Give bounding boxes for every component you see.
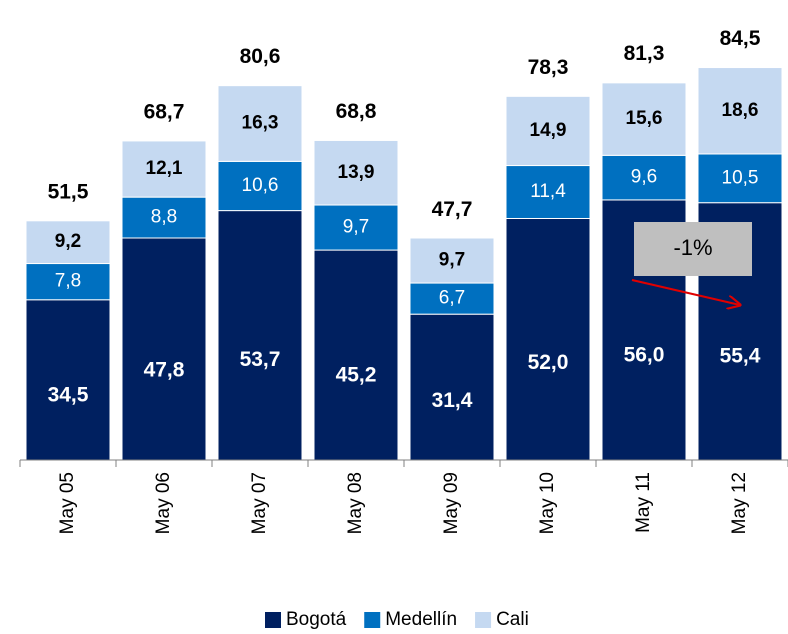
value-label: 47,8 bbox=[144, 359, 185, 382]
annotation-arrow bbox=[631, 279, 740, 305]
value-label: 13,9 bbox=[338, 162, 375, 183]
value-label: 55,4 bbox=[720, 345, 761, 368]
value-label: 9,7 bbox=[439, 250, 465, 271]
x-tick-label: May 07 bbox=[249, 472, 270, 534]
value-label: 34,5 bbox=[48, 383, 89, 406]
bar-segment bbox=[409, 282, 495, 315]
bar-segment bbox=[601, 82, 687, 156]
x-tick-label: May 06 bbox=[153, 472, 174, 534]
total-label: 81,3 bbox=[624, 42, 665, 65]
value-label: 18,6 bbox=[722, 100, 759, 121]
value-label: 10,6 bbox=[242, 175, 279, 196]
bar-segment bbox=[409, 237, 495, 284]
value-label: 7,8 bbox=[55, 271, 81, 292]
total-label: 51,5 bbox=[48, 180, 89, 203]
bar-segment bbox=[697, 153, 783, 204]
total-label: 78,3 bbox=[528, 56, 569, 79]
value-label: 11,4 bbox=[530, 181, 566, 202]
total-label: 68,8 bbox=[336, 100, 377, 123]
value-label: 9,6 bbox=[631, 167, 657, 188]
bar-segment bbox=[697, 67, 783, 155]
bar-segment bbox=[25, 220, 111, 265]
bar-segment bbox=[25, 299, 111, 461]
value-label: 9,2 bbox=[55, 231, 81, 252]
bar-segment bbox=[313, 139, 399, 206]
value-label: 45,2 bbox=[336, 364, 377, 387]
value-label: 6,7 bbox=[439, 288, 465, 309]
annotation-box bbox=[634, 222, 752, 276]
bar-segment bbox=[313, 249, 399, 461]
x-tick-label: May 11 bbox=[633, 472, 654, 533]
value-label: 16,3 bbox=[242, 113, 279, 134]
legend-label: Cali bbox=[496, 609, 529, 630]
bar-segment bbox=[505, 165, 591, 219]
bar-segment bbox=[25, 263, 111, 301]
value-label: 14,9 bbox=[530, 120, 567, 141]
value-label: 10,5 bbox=[722, 167, 759, 188]
bar-segment bbox=[409, 313, 495, 461]
total-label: 47,7 bbox=[432, 198, 473, 221]
x-tick-label: May 09 bbox=[441, 472, 462, 534]
bar-segment bbox=[313, 204, 399, 251]
bar-segment bbox=[217, 160, 303, 212]
total-label: 80,6 bbox=[240, 45, 281, 68]
value-label: 8,8 bbox=[151, 207, 177, 228]
legend-swatch bbox=[265, 612, 281, 628]
value-label: 12,1 bbox=[146, 158, 183, 179]
bar-segment bbox=[505, 217, 591, 461]
value-label: 31,4 bbox=[432, 389, 473, 412]
value-label: 52,0 bbox=[528, 351, 569, 374]
x-tick-label: May 05 bbox=[57, 472, 78, 534]
value-label: 9,7 bbox=[343, 217, 369, 238]
annotation: -1% bbox=[673, 235, 712, 260]
bar-segment bbox=[217, 85, 303, 162]
value-label: 53,7 bbox=[240, 348, 281, 371]
legend-label: Medellín bbox=[385, 609, 457, 630]
bar-segment bbox=[121, 140, 207, 198]
legend-swatch bbox=[475, 612, 492, 628]
legend-swatch bbox=[364, 612, 381, 628]
x-tick-label: May 10 bbox=[537, 472, 558, 534]
bar-segment bbox=[121, 237, 207, 461]
value-label: 56,0 bbox=[624, 344, 665, 367]
value-label: 15,6 bbox=[626, 108, 663, 129]
total-label: 68,7 bbox=[144, 100, 185, 123]
x-tick-label: May 08 bbox=[345, 472, 366, 534]
x-tick-label: May 12 bbox=[729, 472, 750, 534]
bar-segment bbox=[217, 210, 303, 461]
bar-segment bbox=[505, 95, 591, 167]
total-label: 84,5 bbox=[720, 27, 761, 50]
legend-label: Bogotá bbox=[286, 609, 347, 630]
